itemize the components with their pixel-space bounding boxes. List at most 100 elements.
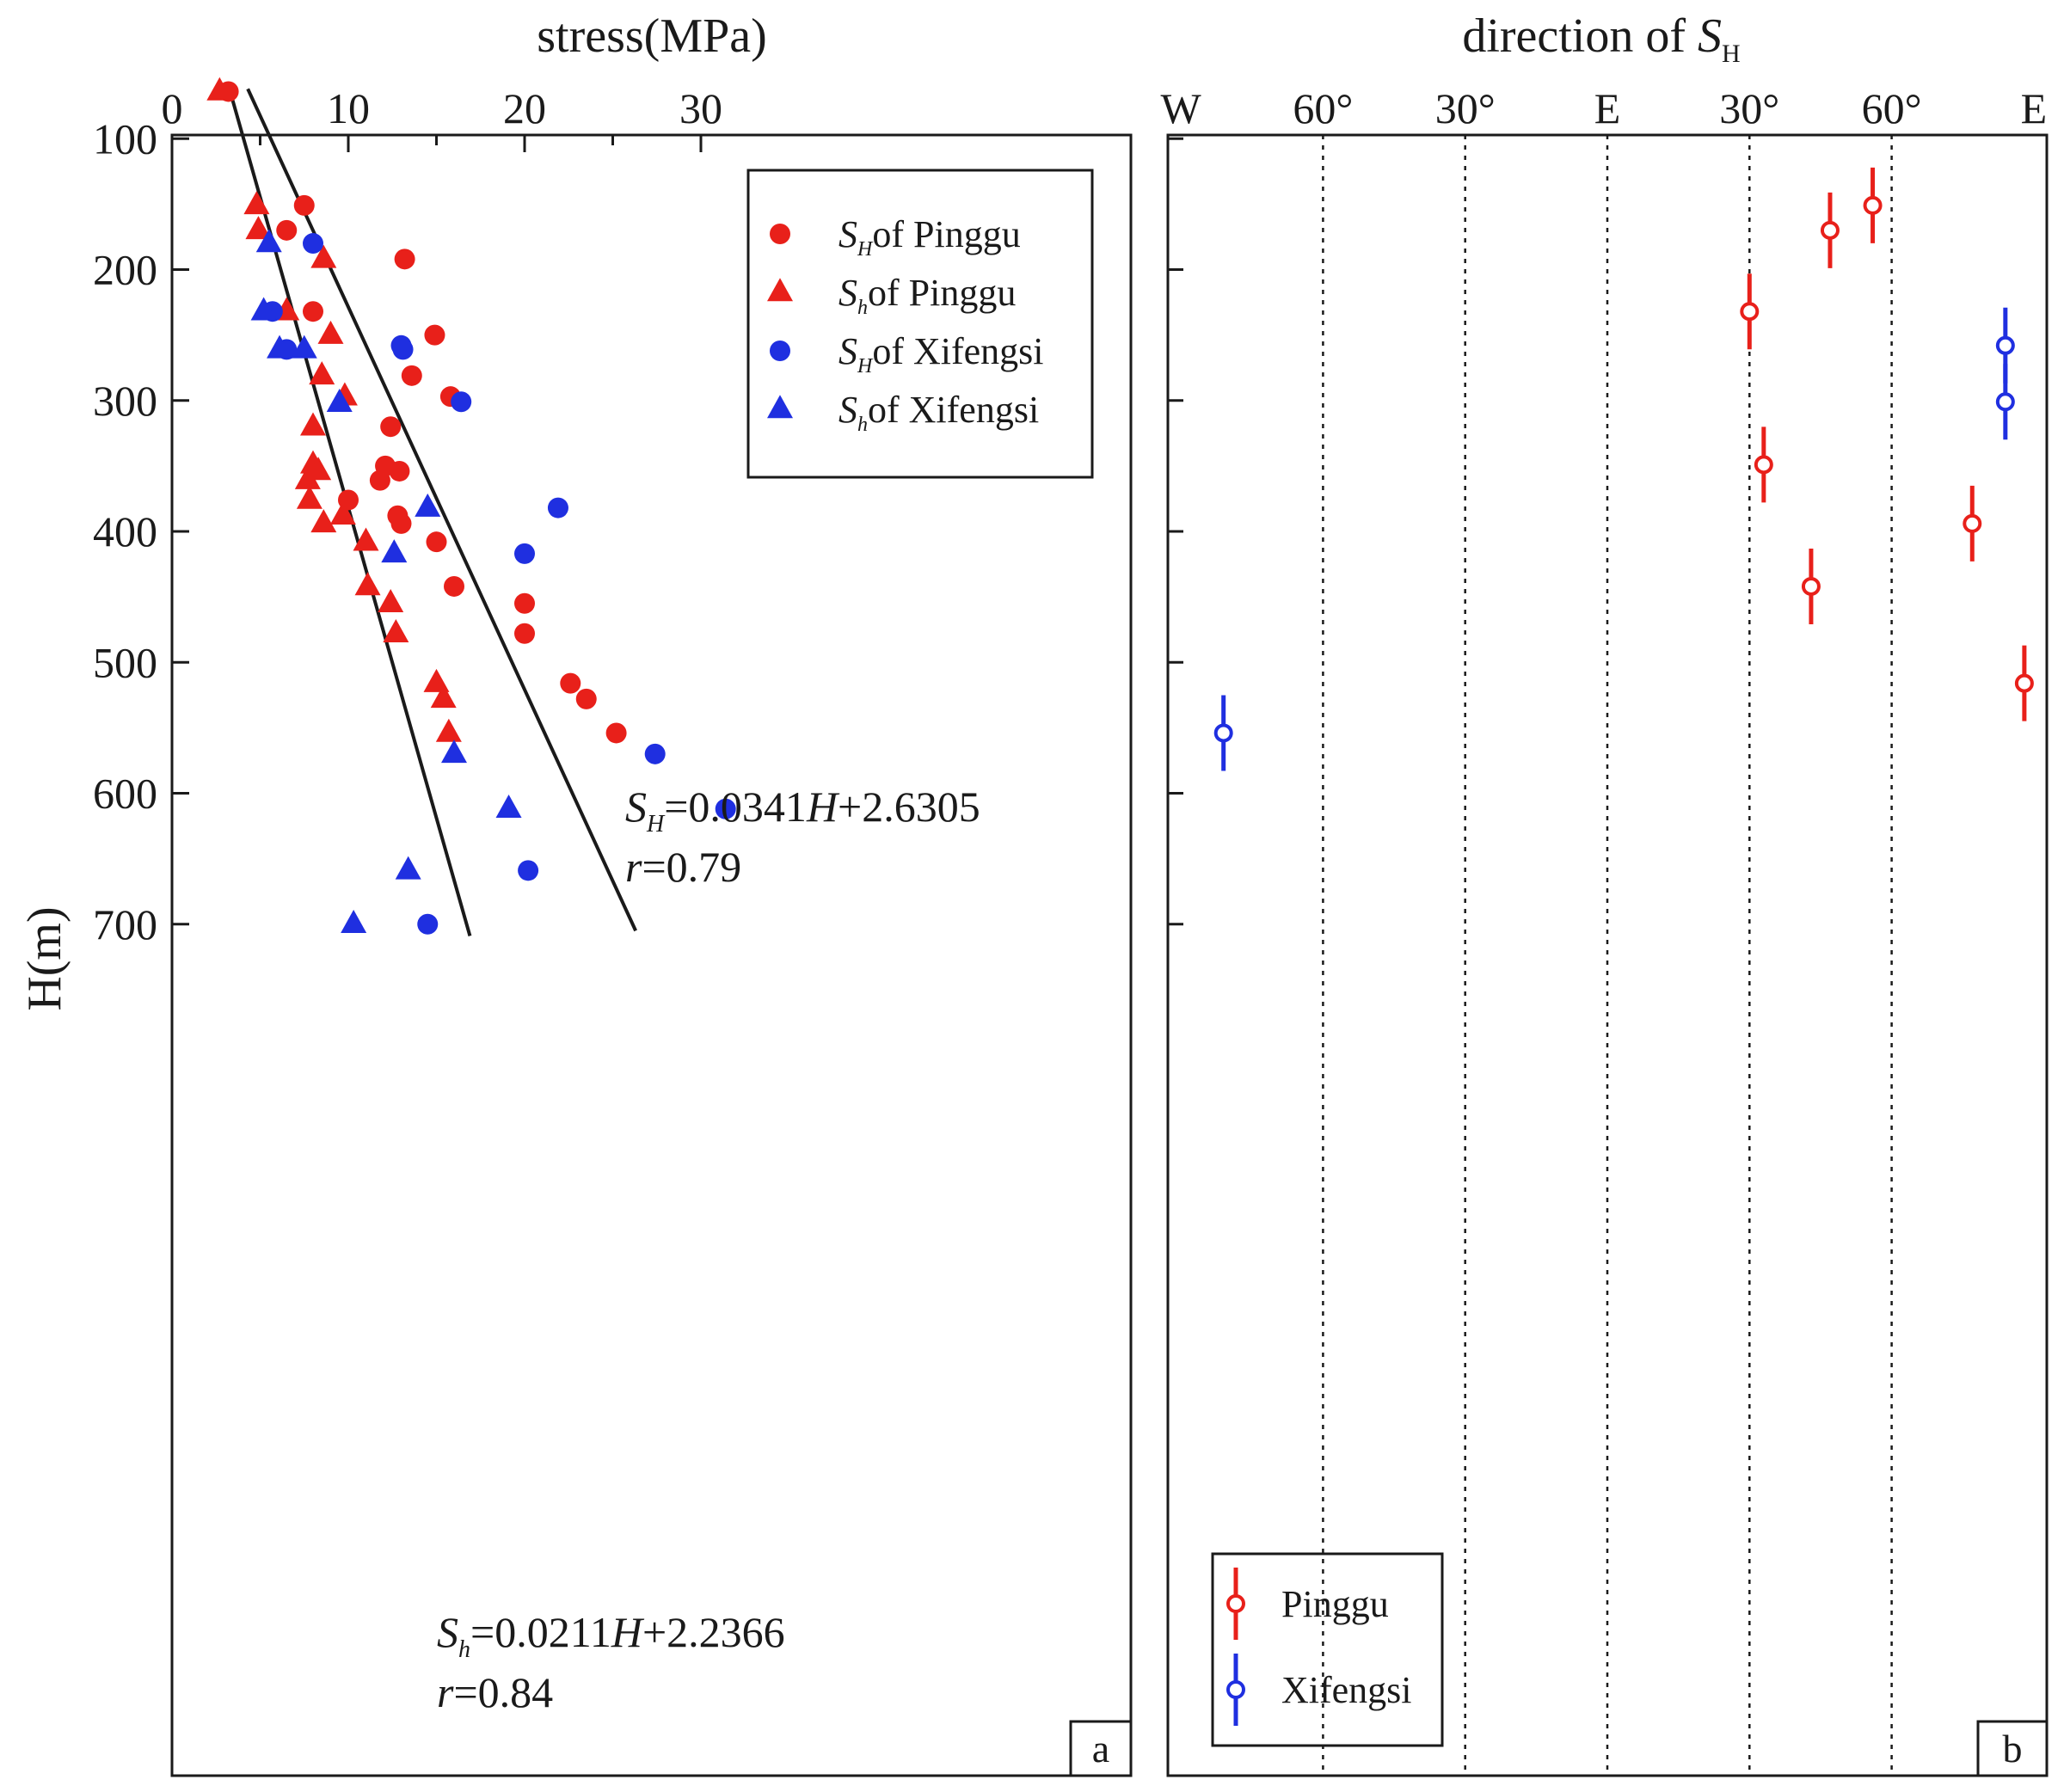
legend-marker-triangle: [767, 395, 793, 419]
direction-point: [1863, 195, 1883, 215]
legend-label: Pinggu: [1281, 1583, 1389, 1625]
y-tick-label: 400: [93, 507, 157, 555]
panel-b: direction of SH W 60° 30° E 30° 60° E Pinggu Xi…: [1160, 9, 2049, 1777]
legend-label: SHof Xifengsi: [838, 330, 1044, 377]
data-point-circle: [424, 324, 445, 346]
legend-label: Shof Pinggu: [838, 272, 1016, 319]
data-point-triangle: [378, 588, 404, 612]
data-point-circle: [380, 416, 402, 438]
legend-label: Shof Xifengsi: [838, 389, 1039, 436]
sh-min-eq-intercept: +2.2366: [642, 1608, 785, 1656]
data-point-triangle: [310, 509, 337, 533]
direction-point: [1213, 723, 1233, 743]
data-point-circle: [369, 469, 390, 491]
data-point-triangle: [354, 572, 381, 596]
direction-point: [1740, 302, 1760, 322]
sh-max-equation: SH=0.0341H+2.6305 r=0.79: [625, 782, 980, 891]
sh-min-eq-symbol: S: [437, 1608, 458, 1656]
x-tick-label: 0: [162, 84, 183, 132]
direction-tick-label: 30°: [1435, 84, 1496, 132]
panel-b-y-ticks: [1168, 137, 1183, 926]
panel-b-tag-box: [1976, 1720, 2049, 1777]
data-point-circle: [514, 623, 535, 644]
fit-line-sh: [246, 88, 637, 932]
data-point-triangle: [495, 795, 522, 819]
panel-a-data-points: [206, 77, 736, 935]
y-tick-label: 200: [93, 246, 157, 294]
data-point-triangle: [383, 619, 409, 643]
legend-label: Xifengsi: [1281, 1669, 1412, 1711]
data-point-triangle: [296, 485, 322, 509]
data-point-triangle: [381, 539, 408, 563]
y-tick-label: 500: [93, 638, 157, 686]
direction-point: [1963, 513, 1982, 533]
data-point-circle: [392, 339, 414, 360]
data-point-circle: [390, 512, 412, 534]
data-point-triangle: [326, 389, 353, 413]
data-point-circle: [514, 543, 535, 564]
data-point-circle: [547, 497, 568, 519]
panel-a-frame: [170, 133, 1133, 1777]
panel-b-x-axis-title: direction of SH: [1462, 9, 1740, 68]
legend-marker-circle: [770, 224, 790, 244]
panel-b-tag: b: [2003, 1727, 2023, 1771]
data-point-triangle: [267, 334, 293, 359]
x-tick-label: 10: [327, 84, 370, 132]
panel-b-legend: Pinggu Xifengsi: [1226, 1568, 1412, 1726]
legend-marker: [1226, 1594, 1245, 1613]
data-point-triangle: [291, 334, 317, 359]
direction-tick-label: 60°: [1862, 84, 1922, 132]
sh-max-eq-var: H: [806, 782, 840, 831]
direction-point: [1801, 576, 1821, 596]
data-point-circle: [644, 743, 666, 764]
panel-a-x-ticks: 0 10 20 30: [162, 84, 722, 152]
data-point-triangle: [441, 740, 467, 764]
data-point-triangle: [255, 229, 282, 253]
data-point-circle: [444, 575, 464, 597]
direction-point: [1754, 455, 1773, 475]
data-point-triangle: [309, 361, 335, 385]
sh-max-r-var: r: [625, 843, 642, 891]
data-point-circle: [276, 219, 298, 241]
direction-point: [1995, 392, 2015, 412]
panel-a-x-axis-title: stress(MPa): [537, 9, 767, 63]
panel-b-title-symbol: S: [1698, 9, 1722, 63]
sh-min-eq-subscript: h: [458, 1636, 470, 1663]
legend-marker-triangle: [767, 278, 793, 302]
data-point-circle: [303, 233, 323, 255]
data-point-triangle: [430, 684, 457, 709]
direction-point: [1995, 335, 2015, 355]
data-point-circle: [514, 592, 535, 614]
sh-min-r-var: r: [437, 1668, 454, 1716]
data-point-circle: [417, 913, 439, 935]
y-tick-label: 100: [93, 114, 157, 163]
panel-b-legend-box: [1211, 1552, 1444, 1747]
direction-tick-label: E: [2021, 84, 2048, 132]
legend-marker: [1226, 1680, 1245, 1699]
data-point-triangle: [243, 191, 270, 215]
sh-max-eq-symbol: S: [625, 782, 647, 831]
panel-b-x-ticks: W 60° 30° E 30° 60° E: [1160, 84, 2047, 132]
sh-min-eq-coef: =0.0211: [470, 1608, 611, 1656]
data-point-circle: [560, 672, 581, 694]
data-point-triangle: [341, 910, 367, 934]
x-tick-label: 20: [503, 84, 546, 132]
panel-a-legend: SHof Pinggu Shof Pinggu SHof Xifengsi Shof …: [767, 213, 1044, 436]
sh-min-eq-var: H: [611, 1608, 645, 1656]
panel-b-direction-grid: [1322, 135, 1893, 1776]
data-point-circle: [518, 860, 539, 881]
sh-max-eq-coef: =0.0341: [664, 782, 807, 831]
direction-tick-label: E: [1594, 84, 1621, 132]
panel-b-direction-points: [1213, 167, 2034, 771]
data-point-circle: [389, 460, 410, 482]
data-point-circle: [394, 249, 415, 270]
data-point-circle: [575, 688, 597, 709]
panel-a-legend-box: [746, 169, 1094, 479]
data-point-triangle: [294, 465, 321, 489]
data-point-circle: [426, 531, 447, 553]
panel-b-title-subscript: H: [1722, 40, 1741, 68]
data-point-triangle: [329, 500, 356, 525]
y-tick-label: 600: [93, 770, 157, 818]
data-point-triangle: [245, 216, 272, 240]
